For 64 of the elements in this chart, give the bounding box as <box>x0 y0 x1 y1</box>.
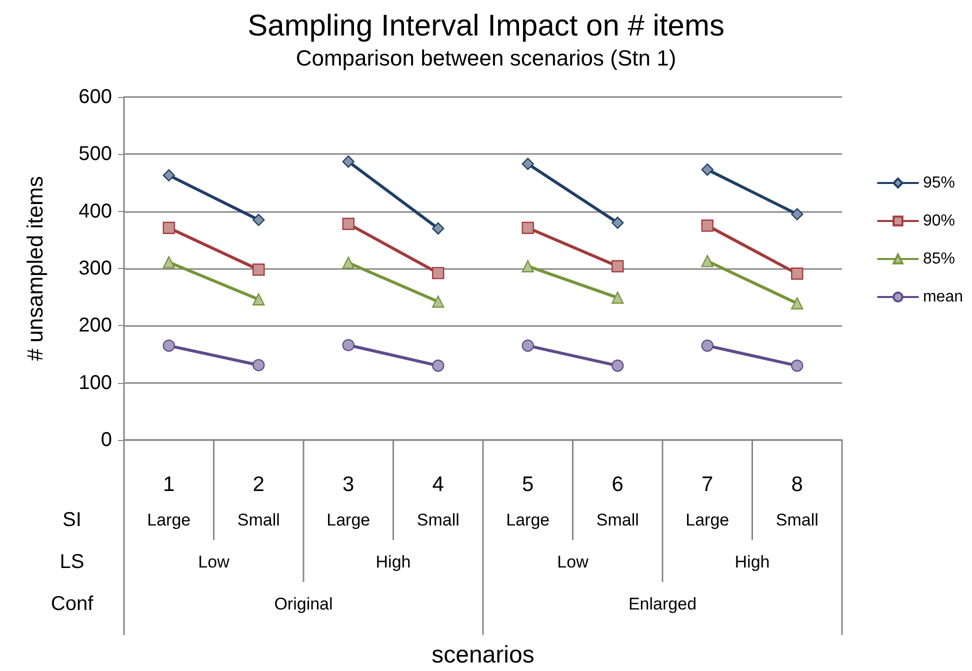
point <box>522 222 534 234</box>
text: Large <box>506 510 550 530</box>
point <box>701 220 714 232</box>
point <box>701 340 714 352</box>
point <box>432 360 444 372</box>
point <box>252 359 265 372</box>
y-tick-label: 300 <box>78 258 112 280</box>
text: SI <box>62 509 82 531</box>
text: High <box>734 552 770 572</box>
y-tick-label: 200 <box>78 314 112 337</box>
point <box>252 264 265 276</box>
y-tick-label: 500 <box>78 143 112 166</box>
legend-label: 90% <box>922 212 956 230</box>
point <box>791 208 804 220</box>
point <box>162 169 175 182</box>
point <box>342 218 354 230</box>
text: Large <box>326 510 370 530</box>
text: scenarios <box>432 642 534 668</box>
text: Small <box>237 510 280 530</box>
point <box>612 260 624 272</box>
x-tick-label: 7 <box>702 473 714 496</box>
point <box>791 360 804 372</box>
text: Conf <box>50 593 94 615</box>
x-tick-label: 1 <box>163 473 175 496</box>
point <box>522 158 534 170</box>
point <box>522 340 534 352</box>
point <box>342 156 354 168</box>
x-tick-label: 3 <box>342 473 354 496</box>
text: Small <box>776 510 818 530</box>
point <box>342 339 354 352</box>
y-axis-title: # unsampled items <box>22 176 48 361</box>
point <box>612 360 624 372</box>
point <box>252 214 265 226</box>
legend-label: 85% <box>922 250 956 268</box>
point <box>162 340 175 352</box>
x-tick-label: 8 <box>791 473 803 496</box>
legend-label: 95% <box>922 174 956 192</box>
x-tick-label: 5 <box>522 473 534 496</box>
text: Low <box>198 552 230 572</box>
x-tick-label: 2 <box>252 473 264 496</box>
x-tick-label: 6 <box>612 473 624 496</box>
text: Large <box>686 510 730 530</box>
point <box>432 266 444 280</box>
y-tick-label: 600 <box>78 86 112 108</box>
text: Enlarged <box>628 594 697 614</box>
text: Large <box>147 510 191 530</box>
point <box>612 216 624 229</box>
text: High <box>376 552 411 572</box>
chart-subtitle: Comparison between scenarios (Stn 1) <box>296 46 676 70</box>
text: Small <box>596 510 639 530</box>
point <box>701 164 714 176</box>
point <box>162 222 175 234</box>
y-tick-label: 400 <box>78 200 112 222</box>
x-tick-label: 4 <box>432 473 444 496</box>
chart-title: Sampling Interval Impact on # items <box>248 10 724 42</box>
y-tick-label: 100 <box>78 372 112 394</box>
legend-label: mean <box>922 288 964 306</box>
y-tick-label: 0 <box>100 429 112 451</box>
text: Low <box>557 552 590 572</box>
text: Original <box>274 594 333 614</box>
point <box>432 222 444 235</box>
text: Small <box>416 510 460 530</box>
point <box>791 268 804 280</box>
text: LS <box>60 551 84 573</box>
